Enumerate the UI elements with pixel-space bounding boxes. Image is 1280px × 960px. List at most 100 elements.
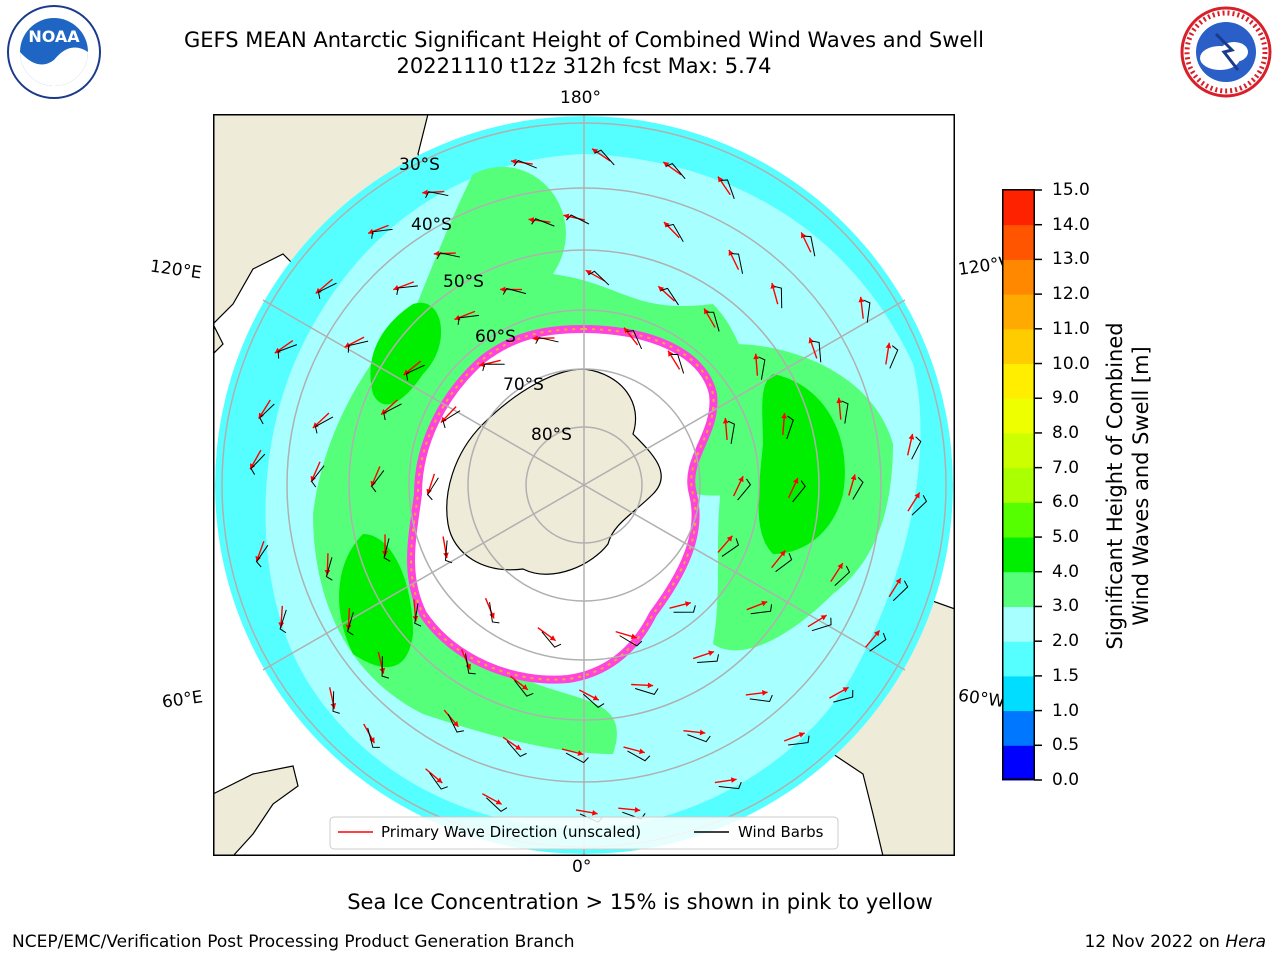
wind-barb	[442, 410, 461, 429]
lat-label-80s: 80°S	[531, 425, 572, 445]
footer-date-text: 12 Nov 2022 on	[1084, 932, 1226, 952]
wave-arrow	[403, 360, 422, 376]
wind-barb	[429, 772, 448, 790]
wave-arrow	[865, 629, 881, 648]
wind-barb	[718, 781, 742, 790]
wind-barb	[627, 750, 651, 762]
wave-arrow	[663, 221, 680, 239]
colorbar-segment	[1002, 502, 1034, 538]
colorbar-segment	[1002, 606, 1034, 642]
wave-arrow	[885, 342, 892, 365]
wind-barb	[666, 223, 684, 242]
wind-barb	[436, 252, 460, 260]
wave-arrow	[623, 327, 639, 346]
wind-barb	[758, 356, 766, 380]
wave-arrow	[728, 249, 740, 271]
wind-barb	[841, 400, 849, 424]
polar-map: 30°S 40°S 50°S 60°S 70°S 80°S Primary Wa…	[213, 114, 955, 856]
wind-barb	[852, 476, 864, 500]
wave-arrow	[732, 475, 744, 497]
wind-barb	[255, 544, 269, 568]
colorbar-segment	[1002, 363, 1034, 399]
lon-label-180: 180°	[560, 88, 601, 108]
wind-barb	[465, 653, 476, 675]
footer-machine: Hera	[1225, 932, 1266, 952]
wind-barb	[541, 631, 562, 648]
colorbar-segment	[1002, 537, 1034, 573]
colorbar-tick-label: 7.0	[1052, 457, 1080, 478]
wind-barb	[447, 713, 464, 733]
wind-barb	[347, 340, 369, 353]
wind-barb	[749, 694, 773, 703]
chart-title: GEFS MEAN Antarctic Significant Height o…	[183, 28, 985, 52]
wind-barb	[737, 478, 752, 501]
wave-arrow	[510, 675, 529, 691]
colorbar-label-line2: Wind Waves and Swell [m]	[1129, 346, 1153, 626]
colorbar-tick-label: 0.0	[1052, 770, 1080, 790]
wind-barb	[317, 282, 337, 300]
lat-label-40s: 40°S	[411, 215, 452, 235]
wave-arrow	[440, 406, 457, 424]
wind-barb	[720, 179, 735, 199]
lat-label-30s: 30°S	[399, 155, 440, 175]
legend-wind-barbs: Wind Barbs	[738, 823, 824, 841]
wave-arrow	[907, 492, 921, 512]
colorbar-tick-label: 14.0	[1052, 214, 1090, 235]
colorbar-tick-label: 12.0	[1052, 284, 1090, 305]
wind-barb	[566, 214, 590, 225]
wave-arrow	[906, 433, 915, 456]
wave-arrow	[312, 412, 330, 429]
wave-arrow	[714, 777, 737, 784]
wave-arrow	[443, 709, 459, 728]
colorbar-tick-label: 4.0	[1052, 561, 1080, 582]
wind-barb	[660, 287, 679, 306]
colorbar-tick-label: 10.0	[1052, 353, 1090, 374]
colorbar	[1002, 189, 1035, 781]
wind-barb	[325, 557, 333, 581]
wave-arrow	[783, 732, 805, 742]
wave-arrow	[662, 161, 682, 176]
colorbar-segment	[1002, 571, 1034, 607]
wind-barb	[588, 270, 610, 286]
wind-barb	[731, 253, 744, 274]
chart-subtitle: 20221110 t12z 312h fcst Max: 5.74	[396, 54, 772, 78]
wind-barb	[788, 735, 810, 746]
colorbar-segment	[1002, 190, 1034, 226]
colorbar-tick-label: 3.0	[1052, 596, 1080, 617]
colorbar-segment	[1002, 710, 1034, 746]
wind-barb	[774, 285, 783, 309]
colorbar-tick-marks	[1034, 189, 1042, 781]
colorbar-segment	[1002, 259, 1034, 295]
wave-arrow	[657, 285, 676, 302]
wave-arrow	[380, 399, 398, 416]
colorbar-segment	[1002, 398, 1034, 434]
noaa-logo-text: NOAA	[28, 27, 80, 46]
wave-arrow	[315, 278, 333, 295]
wind-barb	[277, 344, 298, 359]
wave-arrow	[722, 417, 729, 440]
colorbar-segment	[1002, 224, 1034, 260]
wind-barb	[457, 314, 480, 325]
wave-arrow	[479, 359, 501, 368]
wind-barb	[279, 609, 287, 634]
wave-arrow	[482, 793, 503, 805]
colorbar-tick-label: 0.5	[1052, 735, 1080, 756]
wave-arrow	[575, 809, 598, 816]
wind-barb	[259, 403, 275, 425]
map-panel: 30°S 40°S 50°S 60°S 70°S 80°S Primary Wa…	[213, 114, 955, 856]
wave-arrow	[807, 614, 828, 628]
wind-barb	[381, 656, 389, 679]
wind-barb	[665, 162, 686, 180]
wave-arrow	[703, 308, 716, 328]
colorbar-tick-label: 1.0	[1052, 700, 1080, 721]
wind-barb	[367, 727, 380, 748]
wave-arrow	[692, 650, 715, 660]
lat-label-50s: 50°S	[443, 272, 484, 292]
lon-label-0: 0°	[572, 857, 592, 877]
wave-arrow	[563, 213, 586, 221]
wind-barb	[635, 688, 659, 696]
wind-barb	[721, 538, 740, 557]
africa-land	[213, 765, 299, 856]
wind-barb	[594, 149, 615, 166]
wave-arrow	[585, 269, 606, 282]
